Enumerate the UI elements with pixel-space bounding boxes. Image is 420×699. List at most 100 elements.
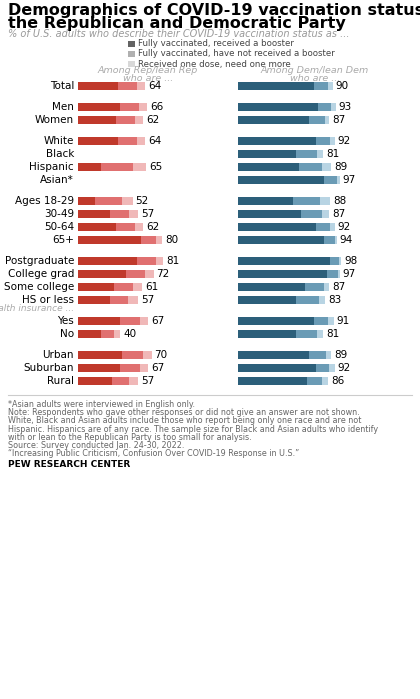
Text: Asian*: Asian* xyxy=(40,175,74,185)
Bar xyxy=(318,103,331,111)
Bar xyxy=(328,317,333,325)
Text: Men: Men xyxy=(52,102,74,112)
Bar xyxy=(238,283,305,291)
Text: 92: 92 xyxy=(338,136,351,146)
Text: Fully vaccinated, have not received a booster: Fully vaccinated, have not received a bo… xyxy=(138,50,335,59)
Bar xyxy=(329,364,335,372)
Text: Among Rep/lean Rep: Among Rep/lean Rep xyxy=(98,66,198,75)
Bar xyxy=(296,296,319,304)
Bar xyxy=(78,283,114,291)
Bar xyxy=(128,51,135,57)
Bar xyxy=(137,137,145,145)
Bar xyxy=(156,236,162,244)
Bar xyxy=(316,223,331,231)
Bar xyxy=(118,82,137,90)
Bar xyxy=(339,257,341,265)
Text: 67: 67 xyxy=(151,316,165,326)
Bar xyxy=(95,197,122,205)
Bar xyxy=(238,210,301,218)
Bar xyxy=(320,197,331,205)
Bar xyxy=(78,103,120,111)
Bar xyxy=(307,377,322,385)
Text: 92: 92 xyxy=(338,222,351,232)
Bar xyxy=(120,103,139,111)
Text: 62: 62 xyxy=(146,222,159,232)
Bar xyxy=(122,197,133,205)
Bar xyxy=(301,210,322,218)
Bar xyxy=(238,197,293,205)
Text: White: White xyxy=(44,136,74,146)
Bar xyxy=(114,283,133,291)
Bar xyxy=(328,82,333,90)
Bar xyxy=(322,377,328,385)
Bar xyxy=(310,116,325,124)
Bar xyxy=(324,176,337,184)
Bar xyxy=(324,283,329,291)
Text: 57: 57 xyxy=(141,209,154,219)
Text: 87: 87 xyxy=(332,209,346,219)
Bar xyxy=(112,377,129,385)
Bar xyxy=(325,116,329,124)
Bar xyxy=(296,330,317,338)
Bar xyxy=(305,283,324,291)
Text: Rural: Rural xyxy=(47,376,74,386)
Text: PEW RESEARCH CENTER: PEW RESEARCH CENTER xyxy=(8,461,130,470)
Text: 62: 62 xyxy=(146,115,159,125)
Bar xyxy=(337,176,340,184)
Bar xyxy=(316,364,329,372)
Text: Ages 18-29: Ages 18-29 xyxy=(15,196,74,206)
Bar xyxy=(128,41,135,47)
Text: 52: 52 xyxy=(136,196,149,206)
Text: 50-64: 50-64 xyxy=(44,222,74,232)
Bar xyxy=(116,223,135,231)
Bar xyxy=(141,236,156,244)
Text: 87: 87 xyxy=(332,115,346,125)
Text: 93: 93 xyxy=(339,102,352,112)
Text: White, Black and Asian adults include those who report being only one race and a: White, Black and Asian adults include th… xyxy=(8,417,361,426)
Text: 65+: 65+ xyxy=(52,235,74,245)
Text: No: No xyxy=(60,329,74,339)
Bar xyxy=(78,351,122,359)
Bar xyxy=(238,103,318,111)
Bar xyxy=(238,150,296,158)
Bar xyxy=(238,317,314,325)
Text: Hispanic. Hispanics are of any race. The sample size for Black and Asian adults : Hispanic. Hispanics are of any race. The… xyxy=(8,424,378,433)
Bar xyxy=(140,317,148,325)
Text: % of U.S. adults who describe their COVID-19 vaccination status as ...: % of U.S. adults who describe their COVI… xyxy=(8,29,349,39)
Bar xyxy=(101,330,114,338)
Bar xyxy=(120,364,140,372)
Bar xyxy=(317,150,323,158)
Text: Urban: Urban xyxy=(42,350,74,360)
Text: the Republican and Democratic Party: the Republican and Democratic Party xyxy=(8,16,346,31)
Bar xyxy=(314,82,328,90)
Bar xyxy=(126,270,145,278)
Bar xyxy=(156,257,163,265)
Bar xyxy=(78,364,120,372)
Text: 92: 92 xyxy=(338,363,351,373)
Bar xyxy=(331,257,339,265)
Text: who are ...: who are ... xyxy=(290,74,340,83)
Bar xyxy=(238,296,296,304)
Bar xyxy=(128,61,135,67)
Bar xyxy=(238,137,316,145)
Bar xyxy=(78,137,118,145)
Bar xyxy=(331,103,336,111)
Text: 90: 90 xyxy=(336,81,349,91)
Text: 87: 87 xyxy=(332,282,346,292)
Bar xyxy=(137,257,156,265)
Bar xyxy=(238,236,324,244)
Bar xyxy=(314,317,328,325)
Text: 89: 89 xyxy=(334,162,348,172)
Bar xyxy=(238,82,314,90)
Bar xyxy=(135,223,143,231)
Text: 72: 72 xyxy=(157,269,170,279)
Text: HS or less: HS or less xyxy=(22,295,74,305)
Text: Have health insurance ...: Have health insurance ... xyxy=(0,304,74,313)
Bar xyxy=(238,176,324,184)
Text: 61: 61 xyxy=(145,282,158,292)
Bar xyxy=(129,377,138,385)
Bar xyxy=(110,210,129,218)
Bar xyxy=(101,163,133,171)
Bar xyxy=(122,351,143,359)
Bar xyxy=(326,351,331,359)
